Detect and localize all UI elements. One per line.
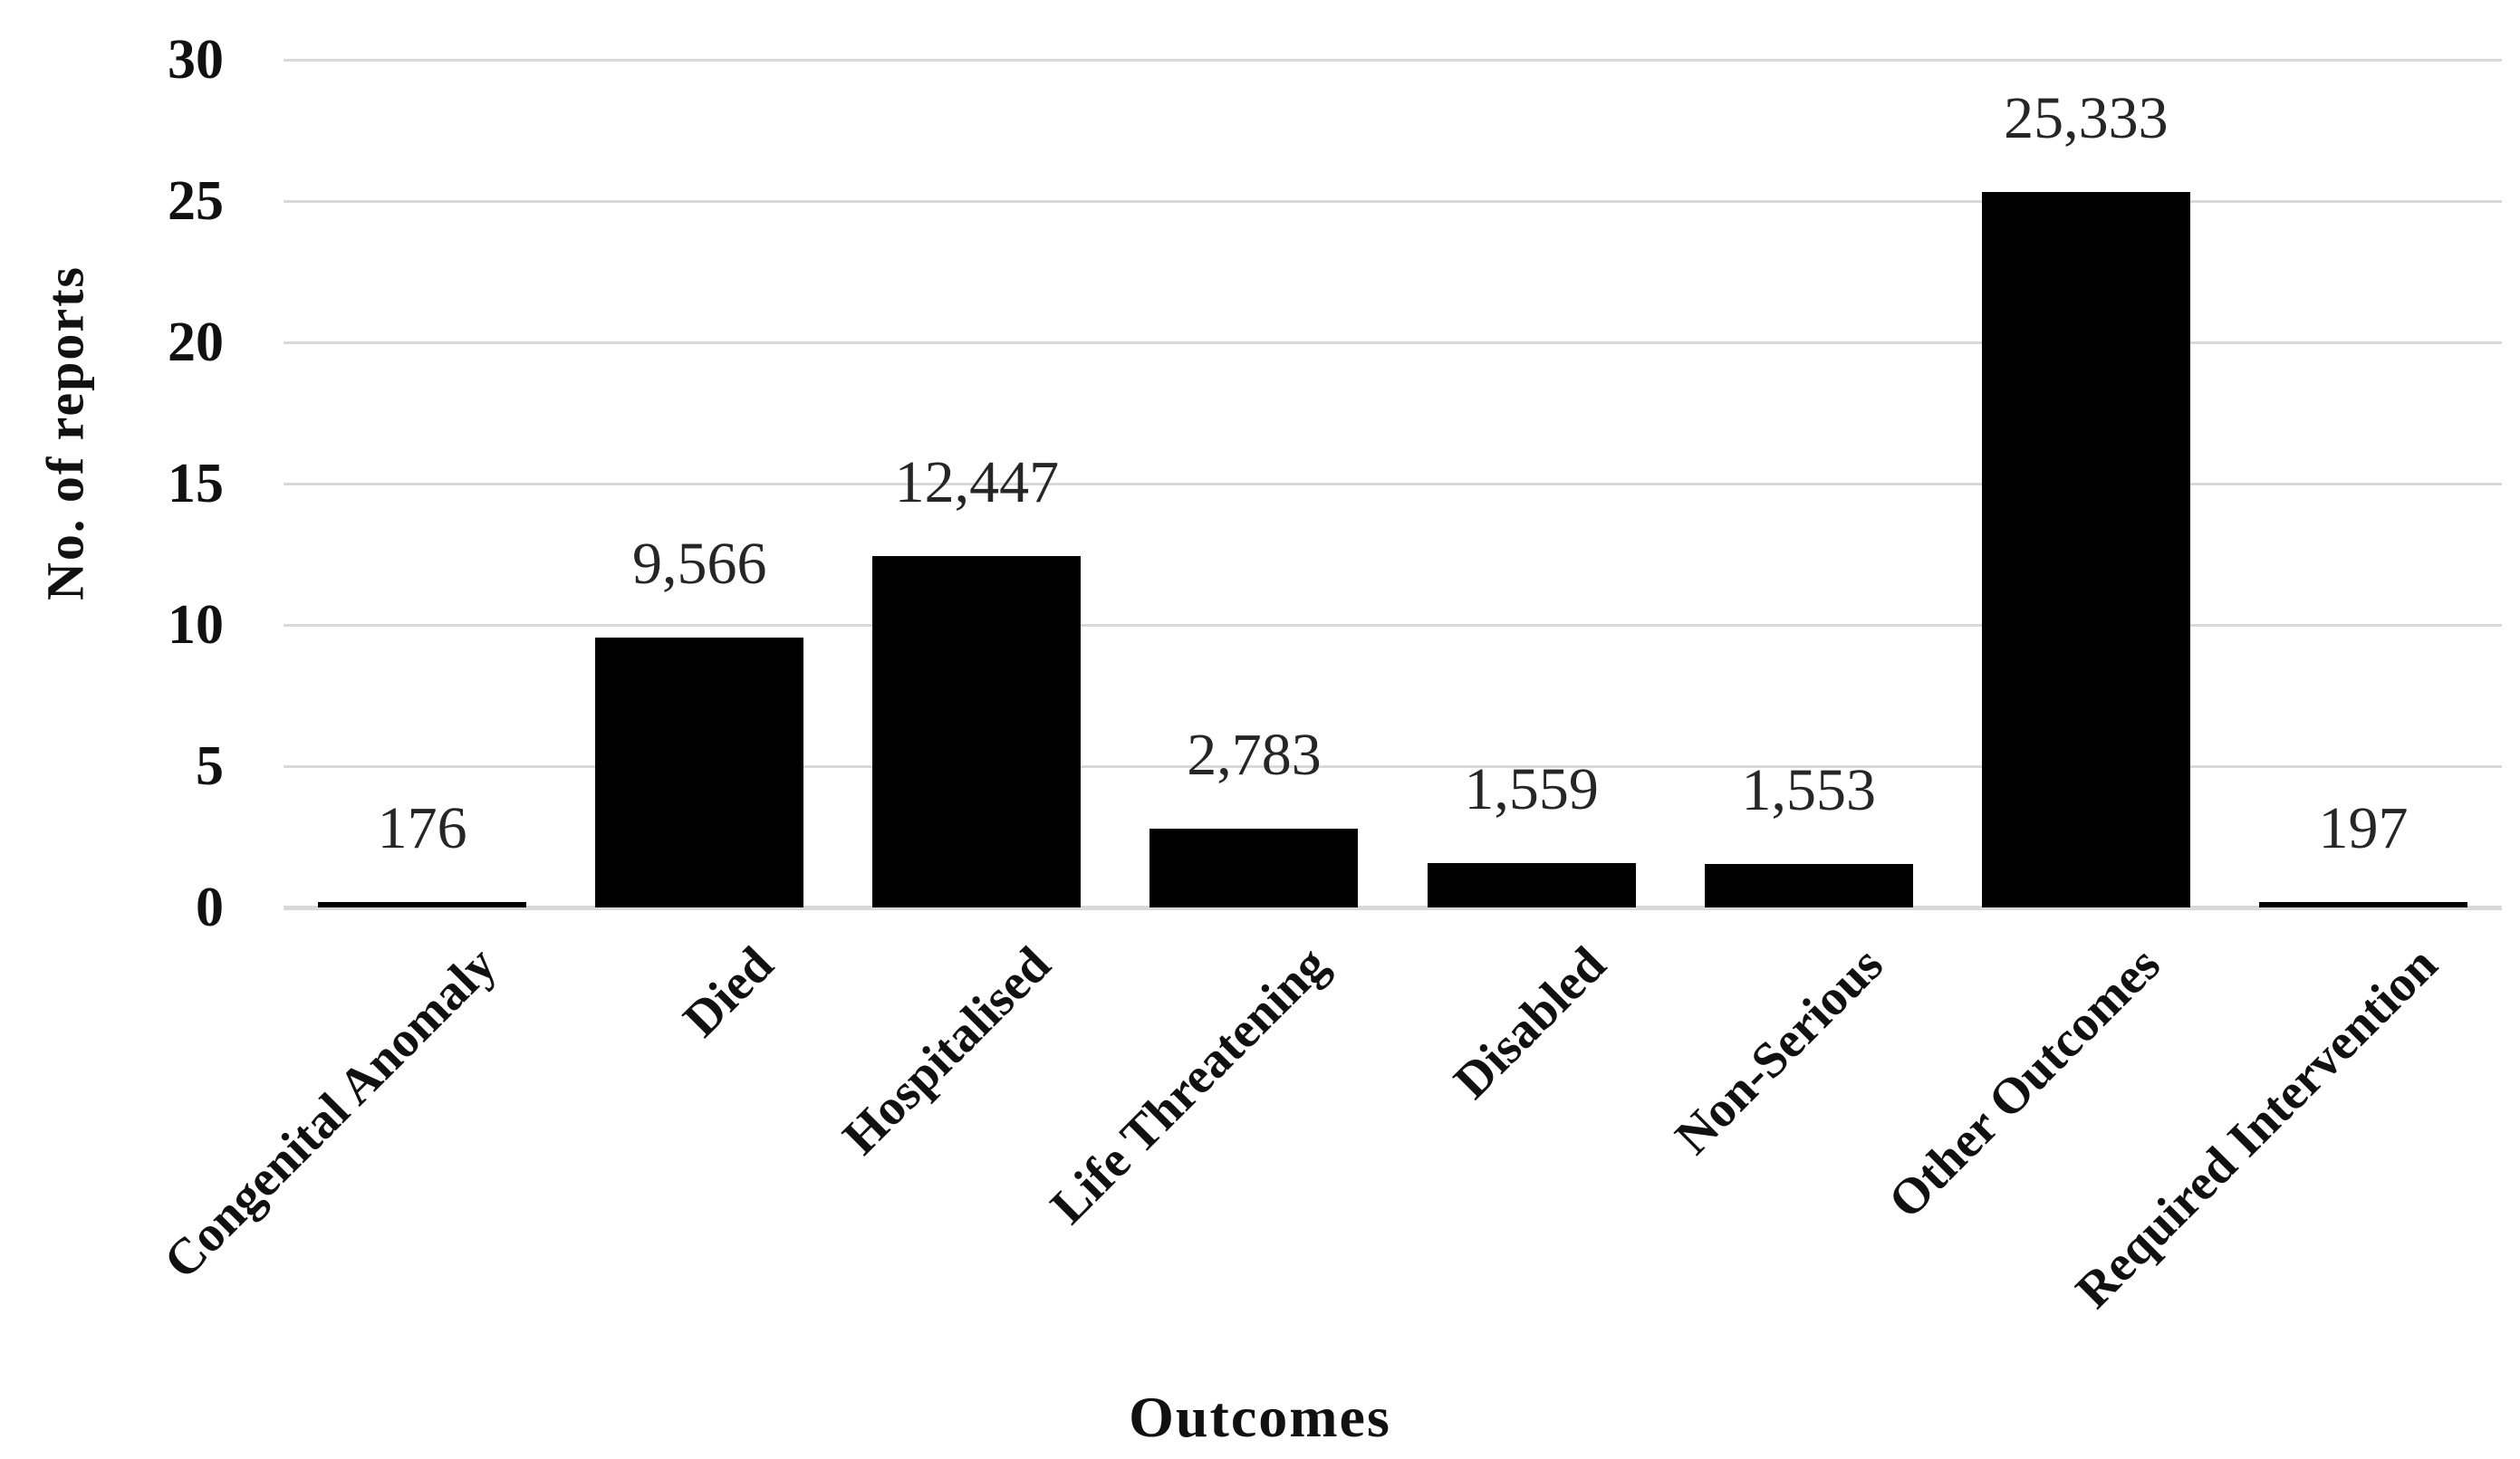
x-category-label: Other Outcomes bbox=[1877, 936, 2171, 1230]
bar-slot: 2,783 bbox=[1115, 60, 1392, 907]
bar-value-label: 1,559 bbox=[1464, 756, 1599, 823]
bar-slot: 197 bbox=[2225, 60, 2502, 907]
gridline bbox=[284, 624, 2502, 627]
plot-area: 176 9,566 12,447 2,783 1,559 1,553 25,333 197 bbox=[284, 59, 2502, 910]
gridline bbox=[284, 59, 2502, 62]
y-tick-label: 30 bbox=[168, 29, 224, 91]
bar-value-label: 2,783 bbox=[1187, 722, 1322, 789]
gridline bbox=[284, 200, 2502, 203]
bar-died bbox=[595, 637, 804, 907]
x-category-label: Congenital Anomaly bbox=[153, 936, 507, 1291]
y-tick-label: 20 bbox=[168, 312, 224, 373]
bar-slot: 1,553 bbox=[1670, 60, 1948, 907]
bar-slot: 176 bbox=[284, 60, 561, 907]
bar-slot: 9,566 bbox=[561, 60, 838, 907]
y-tick-label: 0 bbox=[196, 877, 224, 938]
y-tick-label: 25 bbox=[168, 170, 224, 232]
bar-value-label: 25,333 bbox=[2004, 84, 2169, 151]
x-category-label: Non-Serious bbox=[1664, 936, 1894, 1166]
x-category-label: Disabled bbox=[1443, 936, 1617, 1110]
bar-non-serious bbox=[1704, 863, 1913, 907]
bar-slot: 1,559 bbox=[1393, 60, 1670, 907]
bar-value-label: 197 bbox=[2318, 794, 2409, 861]
bar-life-threatening bbox=[1149, 829, 1359, 907]
x-category-label: Life Threatening bbox=[1040, 936, 1340, 1235]
gridline bbox=[284, 765, 2502, 768]
gridline bbox=[284, 483, 2502, 485]
bar-value-label: 9,566 bbox=[631, 530, 767, 597]
x-axis-title: Outcomes bbox=[1129, 1385, 1391, 1449]
x-category-label: Hospitalised bbox=[832, 936, 1063, 1166]
y-tick-label: 10 bbox=[168, 594, 224, 656]
x-axis-line bbox=[284, 906, 2502, 910]
bar-required-intervention bbox=[2258, 901, 2467, 907]
bar-slot: 25,333 bbox=[1948, 60, 2225, 907]
bar-slot: 12,447 bbox=[838, 60, 1115, 907]
bar-hospitalised bbox=[872, 555, 1082, 907]
bar-value-label: 12,447 bbox=[894, 448, 1060, 515]
gridline bbox=[284, 341, 2502, 344]
bar-other-outcomes bbox=[1981, 191, 2190, 907]
x-category-label: Died bbox=[672, 936, 784, 1048]
bar-value-label: 1,553 bbox=[1741, 756, 1876, 823]
y-tick-label: 15 bbox=[168, 453, 224, 514]
y-tick-label: 5 bbox=[196, 735, 224, 797]
bar-value-label: 176 bbox=[377, 795, 467, 861]
bar-congenital-anomaly bbox=[318, 902, 527, 907]
bar-disabled bbox=[1427, 863, 1636, 907]
